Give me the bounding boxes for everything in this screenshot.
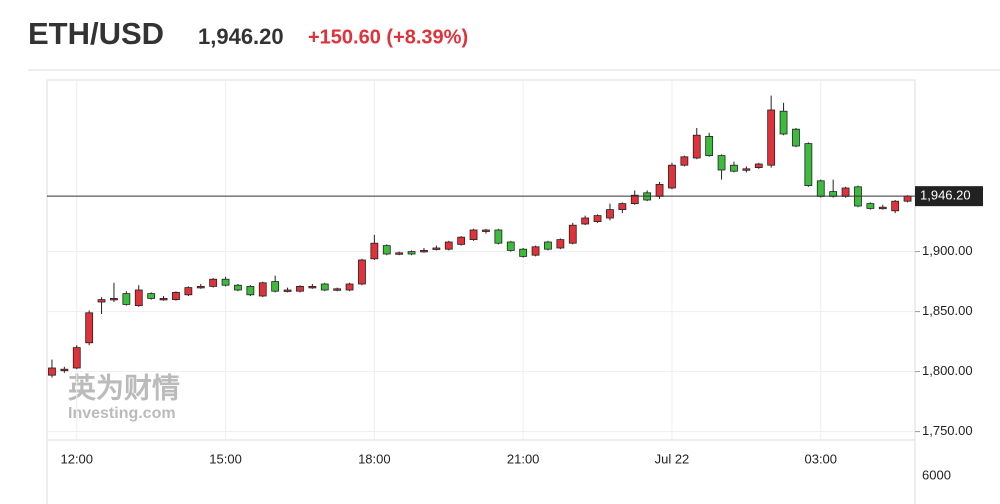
candle-body: [841, 187, 850, 197]
candle-body: [110, 297, 118, 301]
candle-body: [816, 180, 825, 197]
candle-body: [147, 293, 156, 299]
candle-body: [742, 168, 751, 171]
candle-body: [705, 135, 714, 156]
y-tick-label: 1,900.00: [922, 243, 973, 258]
candle-body: [246, 285, 255, 296]
candle-body: [258, 282, 267, 297]
candle-body: [271, 281, 280, 292]
plot-frame: [46, 79, 916, 441]
change: +150.60 (+8.39%): [308, 26, 468, 48]
candle-body: [531, 246, 540, 256]
candle-body: [494, 229, 503, 244]
candle-body: [903, 195, 912, 202]
x-tick-label: Jul 22: [655, 451, 690, 466]
x-tick-label: 15:00: [209, 451, 242, 466]
candle-body: [308, 285, 317, 289]
candle-body: [568, 224, 577, 244]
candle-body: [606, 209, 614, 219]
candle-body: [333, 288, 342, 291]
candle-body: [581, 217, 590, 225]
candle-body: [370, 242, 379, 260]
candle-body: [655, 183, 664, 197]
candle-body: [630, 194, 639, 204]
candle-body: [420, 249, 428, 253]
price-tag-label: 1,946.20: [920, 188, 971, 203]
candle-body: [134, 289, 143, 307]
candle-body: [730, 164, 738, 172]
candle-body: [432, 247, 441, 250]
candle-body: [878, 206, 887, 210]
candle-body: [172, 291, 180, 300]
candle-body: [444, 241, 453, 250]
candle-body: [85, 312, 94, 344]
candle-body: [184, 287, 193, 296]
price: 1,946.20: [198, 24, 284, 49]
x-tick-label: 18:00: [358, 451, 391, 466]
watermark: 英为财情: [68, 372, 180, 403]
candle-body: [209, 278, 218, 287]
x-tick-label: 12:00: [60, 451, 93, 466]
watermark: Investing.com: [68, 405, 176, 422]
candle-body: [680, 156, 689, 166]
candle-body: [72, 347, 81, 369]
candle-body: [482, 229, 490, 232]
candle-body: [717, 155, 726, 171]
candle-body: [779, 110, 788, 135]
candle-body: [395, 252, 404, 255]
candle-body: [767, 109, 776, 166]
candle-body: [196, 285, 205, 289]
candle-body: [866, 203, 875, 209]
candle-body: [519, 248, 528, 257]
candle-body: [618, 203, 627, 211]
candle-body: [556, 239, 565, 249]
candle-body: [804, 143, 813, 187]
candle-body: [891, 200, 900, 212]
candle-body: [407, 251, 416, 255]
candle-body: [283, 289, 292, 292]
volume-tick-label: 6000: [922, 467, 951, 482]
candle-body: [234, 284, 242, 291]
price-tag: [915, 186, 983, 207]
x-tick-label: 03:00: [804, 451, 837, 466]
y-tick-label: 1,800.00: [922, 363, 973, 378]
y-tick-label: 1,850.00: [922, 303, 973, 318]
candle-body: [754, 163, 763, 168]
candle-body: [345, 283, 354, 291]
candle-body: [97, 299, 106, 303]
symbol: ETH/USD: [28, 16, 164, 51]
candle-body: [792, 128, 800, 147]
candle-body: [159, 297, 168, 301]
candle-body: [358, 259, 366, 285]
candle-body: [668, 164, 676, 189]
candle-body: [48, 367, 56, 376]
candle-body: [544, 241, 552, 250]
candle-body: [593, 215, 602, 223]
x-tick-label: 21:00: [507, 451, 540, 466]
candle-body: [122, 293, 131, 305]
candle-body: [60, 368, 69, 372]
candle-body: [221, 278, 230, 286]
candle-body: [296, 285, 304, 292]
candle-body: [692, 134, 701, 159]
candle-body: [320, 283, 329, 291]
candle-body: [469, 229, 478, 241]
candle-body: [506, 241, 515, 251]
y-tick-label: 1,750.00: [922, 423, 973, 438]
candle-body: [382, 245, 391, 255]
candle-body: [457, 236, 466, 245]
